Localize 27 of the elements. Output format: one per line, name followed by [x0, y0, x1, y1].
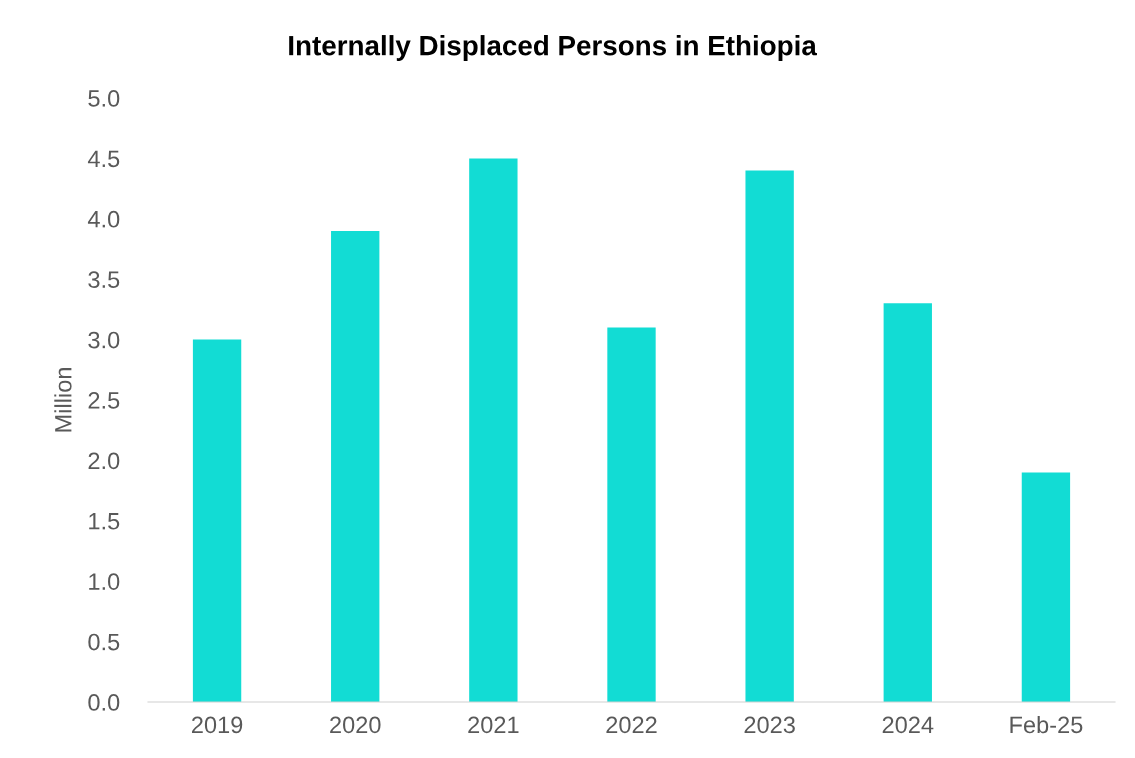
y-tick-label: 4.0: [87, 210, 120, 228]
y-tick-label: 0.5: [88, 633, 120, 651]
x-tick-label: 2021: [468, 716, 519, 734]
y-tick-label: 5.0: [88, 90, 120, 107]
y-axis-title: Million: [54, 368, 72, 432]
y-tick-label: 2.0: [88, 452, 120, 470]
x-tick-label: 2022: [606, 716, 657, 734]
bar: [331, 230, 380, 702]
x-tick-label: 2020: [330, 716, 381, 734]
y-tick-label: 3.0: [88, 331, 120, 349]
x-tick-label: 2024: [882, 716, 934, 734]
y-tick-label: 1.5: [89, 513, 120, 530]
chart-title: Internally Displaced Persons in Ethiopia: [289, 35, 817, 61]
y-tick-label: 2.5: [88, 392, 120, 409]
bar: [469, 158, 518, 702]
y-tick-label: 3.5: [88, 271, 120, 288]
bar: [1021, 472, 1071, 702]
y-tick-label: 0.0: [88, 694, 120, 711]
bar: [745, 170, 794, 702]
x-tick-label: 2023: [744, 716, 795, 734]
x-tick-label: 2019: [192, 716, 243, 734]
bar: [192, 339, 242, 702]
bar: [883, 303, 932, 702]
bar: [607, 327, 656, 702]
x-tick-label: Feb-25: [1010, 715, 1083, 734]
y-tick-label: 1.0: [89, 573, 120, 590]
y-tick-label: 4.5: [87, 150, 120, 168]
